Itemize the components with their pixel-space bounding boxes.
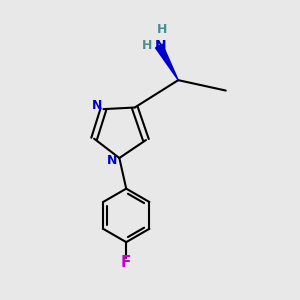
Text: H: H (142, 40, 152, 52)
Text: N: N (154, 39, 166, 53)
Text: F: F (121, 255, 131, 270)
Text: H: H (157, 22, 167, 35)
Text: N: N (92, 99, 102, 112)
Polygon shape (156, 44, 178, 80)
Text: N: N (107, 154, 117, 167)
